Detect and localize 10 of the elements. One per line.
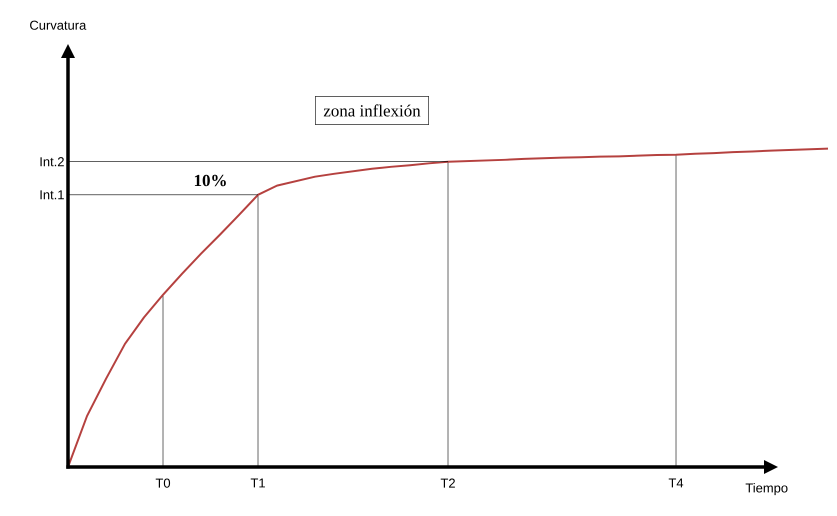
ref-line-label: Int.1 bbox=[40, 190, 64, 200]
x-axis-title: Tiempo bbox=[746, 483, 788, 496]
x-tick-label: T4 bbox=[668, 478, 684, 488]
text: zona inflexión bbox=[324, 104, 420, 117]
annotation: 10% bbox=[194, 174, 226, 186]
x-tick-label: T0 bbox=[156, 478, 170, 488]
ref-line-label: Int.2 bbox=[40, 157, 64, 166]
text: Curvatura bbox=[30, 20, 86, 30]
x-tick-label: T2 bbox=[440, 478, 455, 488]
x-tick-label: T1 bbox=[250, 478, 265, 488]
